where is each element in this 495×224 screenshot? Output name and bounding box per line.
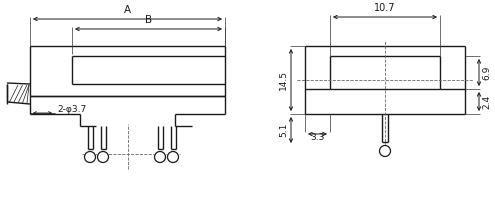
Circle shape — [85, 151, 96, 162]
Circle shape — [98, 151, 108, 162]
Text: 3.3: 3.3 — [310, 133, 325, 142]
Text: 6.9: 6.9 — [482, 65, 491, 80]
Text: A: A — [124, 5, 131, 15]
Circle shape — [154, 151, 165, 162]
Text: 2-φ3.7: 2-φ3.7 — [57, 105, 86, 114]
Circle shape — [167, 151, 179, 162]
Text: 10.7: 10.7 — [374, 3, 396, 13]
Text: 14.5: 14.5 — [279, 70, 288, 90]
Text: 2.4: 2.4 — [482, 95, 491, 109]
Circle shape — [380, 146, 391, 157]
Text: 5.1: 5.1 — [279, 123, 288, 137]
Text: B: B — [145, 15, 152, 25]
